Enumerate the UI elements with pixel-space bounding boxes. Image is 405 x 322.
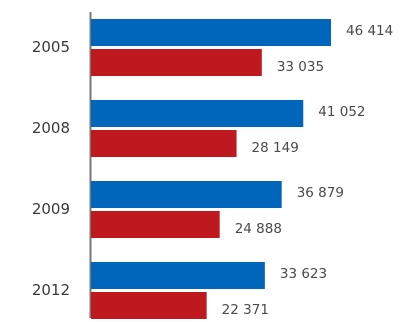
bar-series1-2012 [91,262,265,289]
chart-marks: 46 414 33 035 2005 41 052 28 149 2008 36 879 24… [32,19,393,319]
value-label-series2-2009: 24 888 [235,221,282,237]
bar-series2-2012 [91,292,207,319]
category-label-2012: 2012 [32,281,70,299]
value-label-series1-2005: 46 414 [346,23,393,39]
category-label-2008: 2008 [32,119,70,137]
bar-series1-2008 [91,100,304,127]
value-label-series1-2008: 41 052 [318,104,365,120]
value-label-series1-2012: 33 623 [280,266,327,282]
value-label-series2-2012: 22 371 [222,302,269,318]
bar-series1-2009 [91,181,282,208]
category-label-2009: 2009 [32,200,70,218]
bar-series2-2009 [91,211,220,238]
bar-series2-2005 [91,49,262,76]
value-label-series2-2005: 33 035 [277,59,324,75]
value-label-series1-2009: 36 879 [297,185,344,201]
bar-series1-2005 [91,19,331,46]
category-label-2005: 2005 [32,38,70,56]
bar-series2-2008 [91,130,237,157]
value-label-series2-2008: 28 149 [252,140,299,156]
